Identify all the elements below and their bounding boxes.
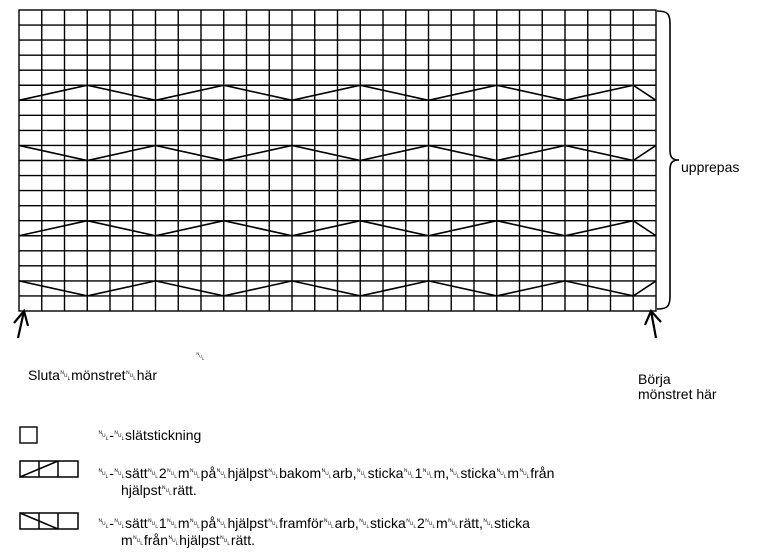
legend-right-cross-text: ␀-␀sätt␀2␀m␀på␀hjälpst␀bakom␀arb,␀sticka… xyxy=(98,465,555,481)
cable-zigzag-row xyxy=(18,219,657,237)
legend-stockinette-text: ␀-␀slätstickning xyxy=(98,427,202,443)
cable-zigzag-row xyxy=(18,280,657,297)
legend-right-cross-icon xyxy=(19,460,79,478)
end-label: Börja mönstret här xyxy=(638,371,717,402)
legend-left-cross-text-2: m␀från␀hjälpst␀rätt. xyxy=(121,532,255,548)
stray-glyph: ␀ xyxy=(196,351,205,363)
start-arrow xyxy=(13,308,30,339)
cable-zigzags xyxy=(18,84,657,297)
repeat-label: upprepas xyxy=(681,159,740,175)
cable-zigzag-row xyxy=(18,84,657,102)
legend-left-cross-text: ␀-␀sätt␀1␀m␀på␀hjälpst␀framför␀arb,␀stic… xyxy=(98,515,530,531)
legend-empty-square-icon xyxy=(19,426,38,444)
legend-left-cross-icon xyxy=(19,512,79,530)
legend-right-cross-text-2: hjälpst␀rätt. xyxy=(121,482,197,498)
chart-grid xyxy=(18,9,657,312)
end-arrow xyxy=(643,308,662,339)
start-label: Sluta␀mönstret␀här xyxy=(28,367,158,383)
cable-zigzag-row xyxy=(18,144,657,162)
repeat-bracket xyxy=(656,10,680,310)
